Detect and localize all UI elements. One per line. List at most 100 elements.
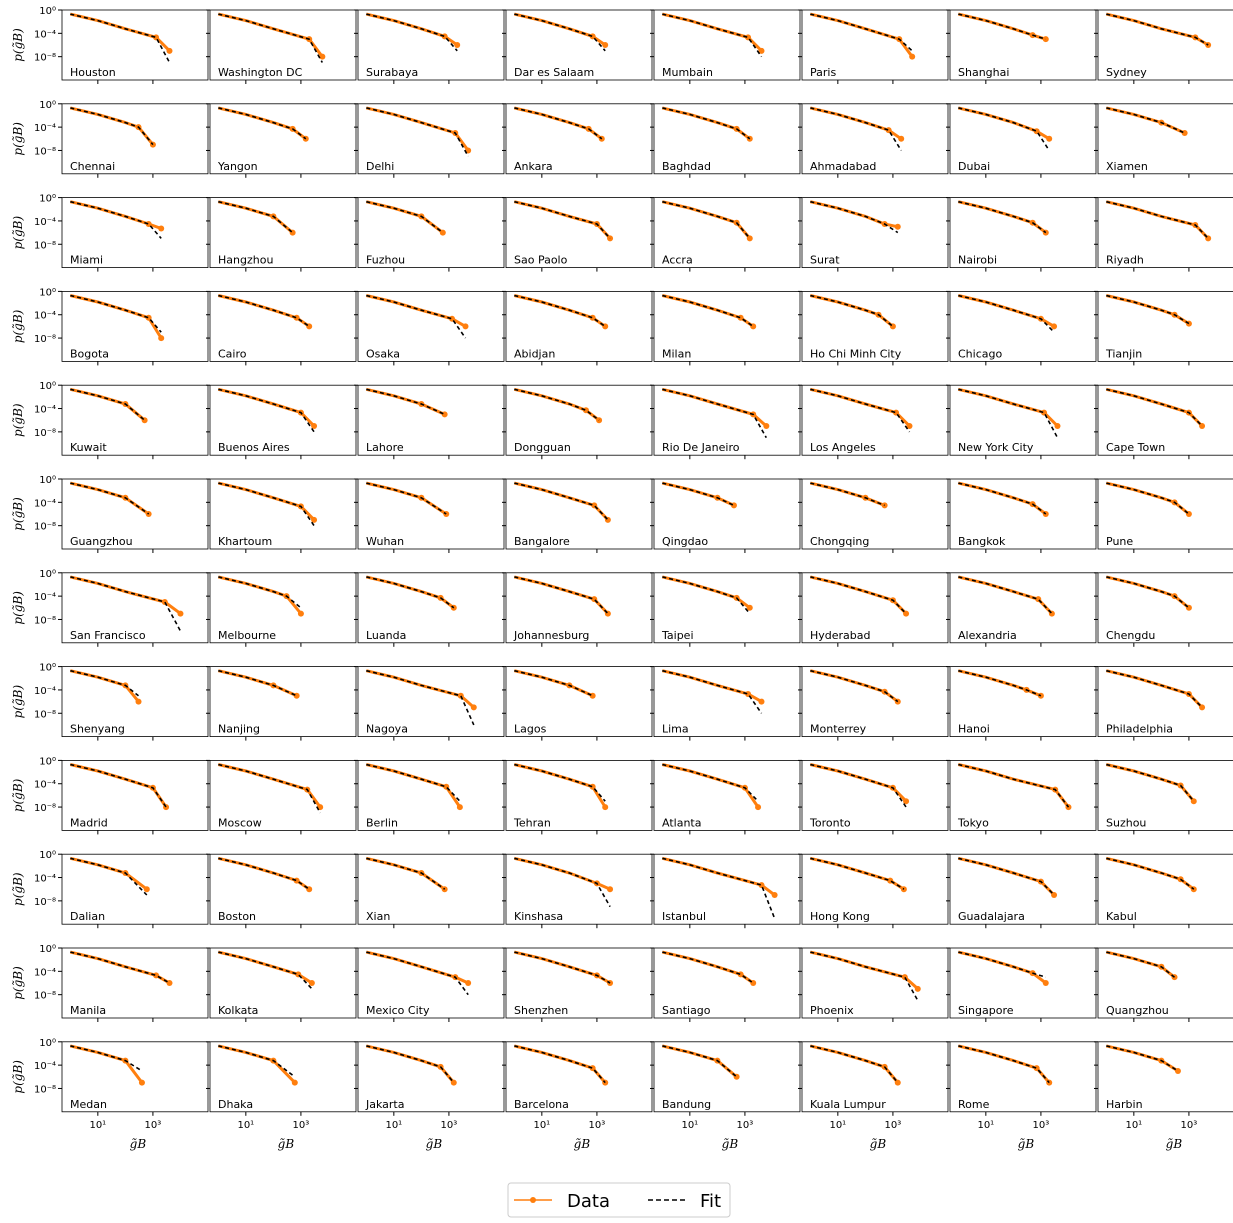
panel-title: Alexandria bbox=[958, 629, 1017, 642]
y-tick-label: 10⁻⁴ bbox=[34, 780, 56, 791]
panel: Hanoi bbox=[946, 666, 1097, 741]
panel-frame bbox=[653, 103, 801, 175]
panel-title: New York City bbox=[958, 441, 1034, 454]
y-tick-label: 10⁻⁴ bbox=[34, 1061, 56, 1072]
panel: Philadelphia bbox=[1094, 666, 1233, 741]
fit-line bbox=[70, 294, 162, 333]
panel-title: Cape Town bbox=[1106, 441, 1165, 454]
panel-frame bbox=[357, 103, 505, 175]
fit-line bbox=[810, 482, 885, 507]
y-tick-label: 10⁻⁴ bbox=[34, 498, 56, 509]
fit-line bbox=[958, 857, 1055, 896]
panel-title: Mumbain bbox=[662, 66, 713, 79]
panel-title: Rio De Janeiro bbox=[662, 441, 740, 454]
panel-title: Los Angeles bbox=[810, 441, 876, 454]
data-point bbox=[1051, 892, 1058, 899]
fit-line bbox=[810, 763, 907, 808]
panel: 10⁰ 10⁻⁴ 10⁻⁸ p(g̃B) Houston bbox=[11, 6, 209, 84]
panel-frame bbox=[653, 478, 801, 550]
panel: Melbourne bbox=[206, 572, 357, 647]
panel-frame bbox=[61, 290, 209, 362]
panel-title: Lahore bbox=[366, 441, 404, 454]
panel-title: Nanjing bbox=[218, 723, 260, 736]
fit-line bbox=[1106, 13, 1209, 46]
data-point bbox=[589, 783, 596, 790]
panel-title: Ho Chi Minh City bbox=[810, 347, 902, 360]
fit-line bbox=[514, 669, 594, 697]
data-point bbox=[1042, 980, 1049, 986]
panel-title: Johannesburg bbox=[513, 629, 589, 642]
fit-line bbox=[514, 576, 609, 615]
data-point bbox=[1181, 129, 1188, 136]
panel-title: Dubai bbox=[958, 160, 990, 173]
panel-frame bbox=[209, 572, 357, 644]
data-point bbox=[746, 604, 753, 611]
fit-line bbox=[662, 669, 763, 714]
panel-frame bbox=[949, 853, 1097, 925]
panel: Ahmadabad bbox=[798, 103, 949, 178]
panel-title: Hangzhou bbox=[218, 254, 273, 267]
panel: 10¹ 10³ g̃B Rome bbox=[946, 1041, 1097, 1151]
y-tick-label: 10⁻⁸ bbox=[34, 522, 56, 533]
panel: Fuzhou bbox=[354, 197, 505, 272]
x-axis-label: g̃B bbox=[574, 1137, 591, 1151]
panel: 10¹ 10³ g̃B Jakarta bbox=[354, 1041, 505, 1151]
panel-title: Berlin bbox=[366, 816, 398, 829]
panel-title: Cairo bbox=[218, 347, 247, 360]
data-point bbox=[730, 502, 737, 509]
data-point bbox=[758, 882, 765, 889]
y-tick-label: 10⁻⁴ bbox=[34, 686, 56, 697]
panel: Lima bbox=[650, 666, 801, 741]
y-tick-label: 10⁻⁸ bbox=[34, 334, 56, 345]
data-point bbox=[457, 692, 464, 699]
fit-line bbox=[810, 107, 902, 151]
panel-title: Istanbul bbox=[662, 910, 706, 923]
panel-title: Pune bbox=[1106, 535, 1133, 548]
data-point bbox=[602, 42, 609, 48]
panel-title: Madrid bbox=[70, 816, 108, 829]
panel: Paris bbox=[798, 9, 949, 84]
data-point bbox=[149, 141, 156, 148]
panel-frame bbox=[801, 478, 949, 550]
panel-title: Kuala Lumpur bbox=[810, 1098, 886, 1111]
panel: 10⁰ 10⁻⁴ 10⁻⁸ p(g̃B) Manila bbox=[11, 944, 209, 1022]
data-point bbox=[470, 704, 477, 711]
fit-line bbox=[70, 669, 139, 697]
panel: Hangzhou bbox=[206, 197, 357, 272]
panel-title: Bogota bbox=[70, 347, 109, 360]
fit-line bbox=[958, 1045, 1050, 1084]
fit-line bbox=[70, 576, 182, 632]
panel-frame bbox=[949, 666, 1097, 737]
panel: Luanda bbox=[354, 572, 505, 647]
panel-title: Dar es Salaam bbox=[514, 66, 594, 79]
data-point bbox=[293, 692, 300, 699]
fit-line bbox=[1106, 388, 1203, 427]
panel-frame bbox=[1097, 290, 1233, 362]
fit-line bbox=[662, 388, 767, 439]
panel: Boston bbox=[206, 853, 357, 929]
panel-frame bbox=[357, 290, 505, 362]
fit-line bbox=[218, 576, 302, 609]
panel-frame bbox=[653, 853, 801, 925]
panel-title: Chongqing bbox=[810, 535, 869, 548]
panel-title: San Francisco bbox=[70, 629, 146, 642]
y-axis-label: p(g̃B) bbox=[11, 1060, 25, 1094]
panel-frame bbox=[505, 197, 653, 269]
fit-line bbox=[958, 482, 1047, 515]
data-point bbox=[758, 47, 765, 54]
panel: Shanghai bbox=[946, 9, 1097, 84]
data-point bbox=[1041, 409, 1048, 416]
y-axis-label: p(g̃B) bbox=[11, 778, 25, 812]
panel-frame bbox=[653, 760, 801, 831]
data-point bbox=[161, 598, 168, 605]
panel-frame bbox=[61, 384, 209, 456]
fit-line bbox=[366, 13, 458, 52]
panel: Mumbain bbox=[650, 9, 801, 84]
panel-frame bbox=[801, 853, 949, 925]
y-tick-label: 10⁰ bbox=[39, 100, 56, 111]
data-point bbox=[145, 220, 152, 227]
legend-label: Fit bbox=[700, 1191, 721, 1212]
fit-line bbox=[218, 669, 298, 697]
panel: Alexandria bbox=[946, 572, 1097, 647]
data-point bbox=[894, 223, 901, 230]
